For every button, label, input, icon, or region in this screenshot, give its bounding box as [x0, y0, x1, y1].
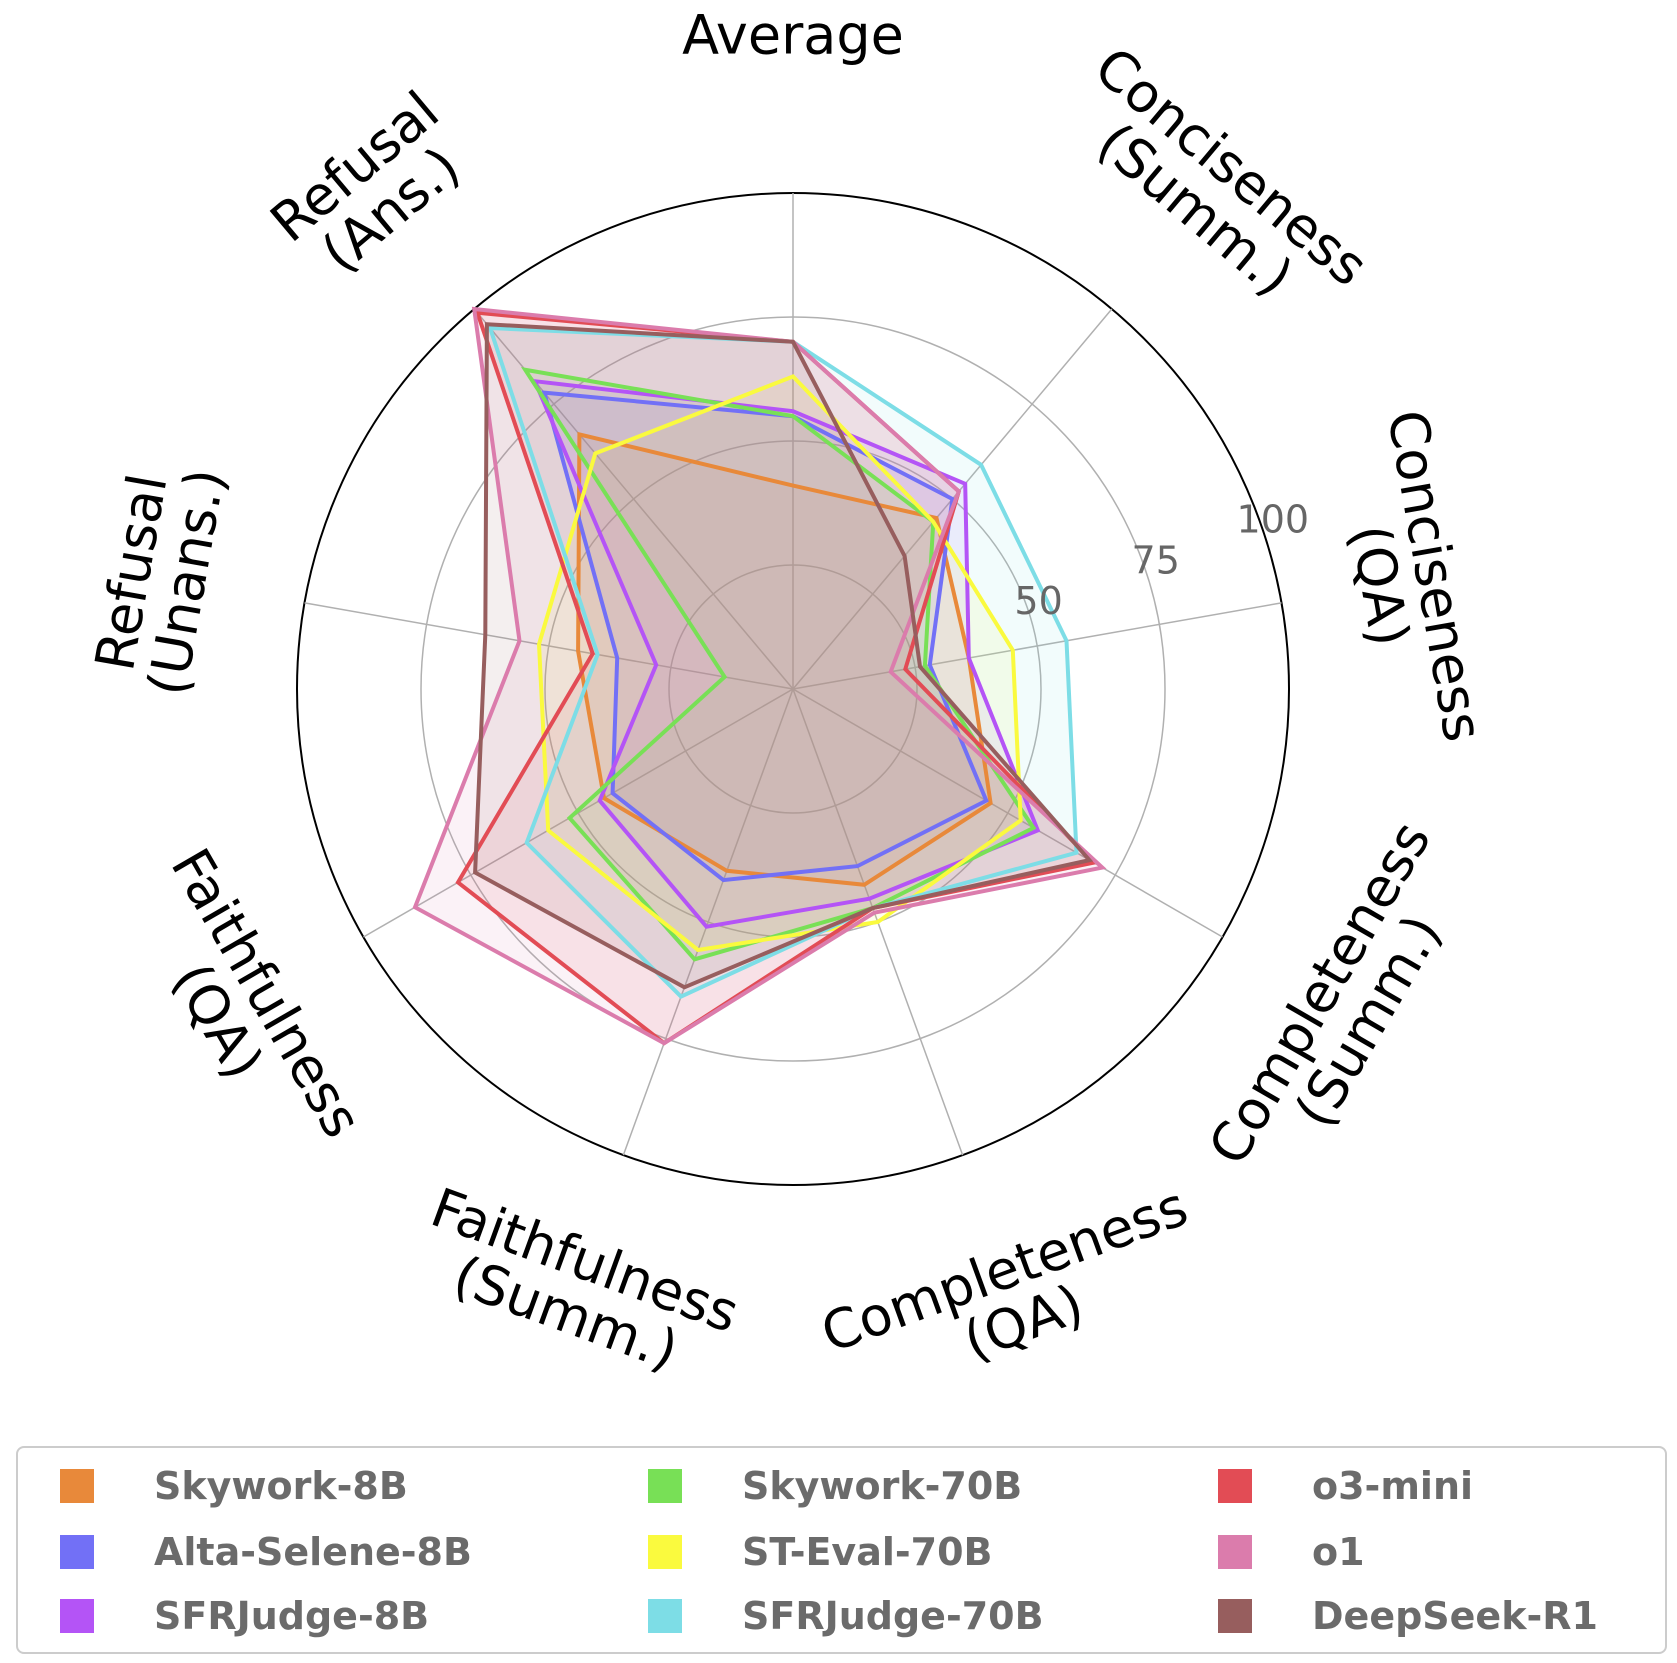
axis-label-5: Faithfulness(Summ.)	[423, 1176, 747, 1383]
legend-swatch	[1218, 1599, 1252, 1633]
series-line-5	[487, 325, 1079, 999]
legend-label: ST-Eval-70B	[742, 1530, 993, 1574]
series-lines	[412, 306, 1107, 1046]
legend-swatch	[1218, 1535, 1252, 1569]
legend-item: Alta-Selene-8B	[60, 1522, 472, 1582]
series-line-8	[473, 322, 1094, 990]
legend-label: SFRJudge-70B	[742, 1594, 1044, 1638]
axis-label-3: Completeness(Summ.)	[1196, 811, 1453, 1175]
legend: Skywork-8B Alta-Selene-8B SFRJudge-8B Skywo…	[16, 1446, 1667, 1654]
axis-label-6: Faithfulness(QA)	[159, 838, 374, 1148]
axis-label-8: Refusal(Ans.)	[259, 79, 472, 285]
axis-label-7: Refusal(Unans.)	[83, 464, 237, 700]
series-line-7	[412, 306, 1107, 1046]
legend-label: SFRJudge-8B	[154, 1594, 430, 1638]
axis-label-0: Average	[682, 4, 904, 67]
axis-label-1: Conciseness(Summ.)	[1083, 35, 1380, 309]
spoke-6	[363, 688, 794, 938]
series-fill-0	[578, 434, 991, 885]
legend-label: Skywork-8B	[154, 1464, 408, 1508]
spoke-2	[792, 602, 1282, 690]
legend-label: o3-mini	[1312, 1464, 1474, 1508]
tick-label-100: 100	[1237, 498, 1310, 542]
legend-swatch	[60, 1469, 94, 1503]
legend-swatch	[60, 1535, 94, 1569]
legend-item: o1	[1218, 1522, 1365, 1582]
tick-label-50: 50	[1014, 579, 1062, 623]
legend-swatch	[648, 1599, 682, 1633]
legend-item: DeepSeek-R1	[1218, 1586, 1598, 1646]
legend-label: DeepSeek-R1	[1312, 1594, 1598, 1638]
series-line-4	[536, 374, 1023, 953]
series-fill-2	[534, 381, 1038, 927]
legend-item: Skywork-70B	[648, 1456, 1022, 1516]
series-line-1	[541, 390, 989, 883]
legend-item: SFRJudge-70B	[648, 1586, 1044, 1646]
axis-label-line: Average	[682, 4, 904, 67]
tick-label-75: 75	[1132, 538, 1180, 582]
legend-swatch	[648, 1535, 682, 1569]
spoke-5	[622, 688, 794, 1156]
legend-swatch	[1218, 1469, 1252, 1503]
legend-item: SFRJudge-8B	[60, 1586, 429, 1646]
radar-grid	[296, 192, 1290, 1186]
series-fill-1	[544, 392, 987, 881]
legend-item: ST-Eval-70B	[648, 1522, 993, 1582]
series-line-0	[576, 431, 993, 887]
axis-label-2: Conciseness(QA)	[1338, 405, 1495, 746]
spoke-7	[304, 602, 794, 690]
legend-swatch	[60, 1599, 94, 1633]
legend-label: o1	[1312, 1530, 1365, 1574]
legend-label: Alta-Selene-8B	[154, 1530, 472, 1574]
series-fill-6	[458, 312, 1094, 1044]
radar-chart: 50 75 100 Average Conciseness(Summ.) Concise…	[83, 4, 1495, 1383]
series-line-2	[531, 378, 1041, 929]
axis-label-4: Completeness(QA)	[813, 1175, 1195, 1373]
series-fill-4	[539, 376, 1021, 950]
legend-item: Skywork-8B	[60, 1456, 408, 1516]
series-fill-8	[475, 324, 1090, 988]
series-line-6	[455, 310, 1098, 1046]
radial-tick-labels: 50 75 100	[1014, 498, 1309, 623]
legend-swatch	[648, 1469, 682, 1503]
spoke-3	[792, 688, 1223, 938]
legend-item: o3-mini	[1218, 1456, 1473, 1516]
legend-label: Skywork-70B	[742, 1464, 1023, 1508]
series-fill-3	[525, 369, 1034, 960]
series-fills	[415, 309, 1103, 1044]
